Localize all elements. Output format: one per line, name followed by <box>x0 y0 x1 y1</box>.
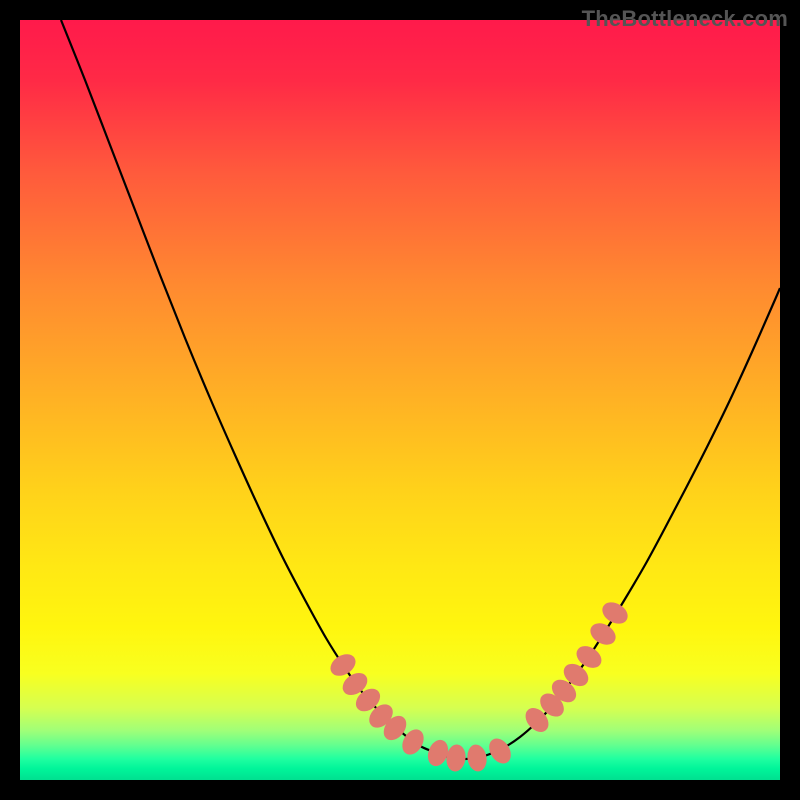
bottleneck-curve-chart <box>0 0 800 800</box>
watermark-text: TheBottleneck.com <box>582 6 788 32</box>
plot-background <box>20 20 780 780</box>
chart-root: TheBottleneck.com <box>0 0 800 800</box>
